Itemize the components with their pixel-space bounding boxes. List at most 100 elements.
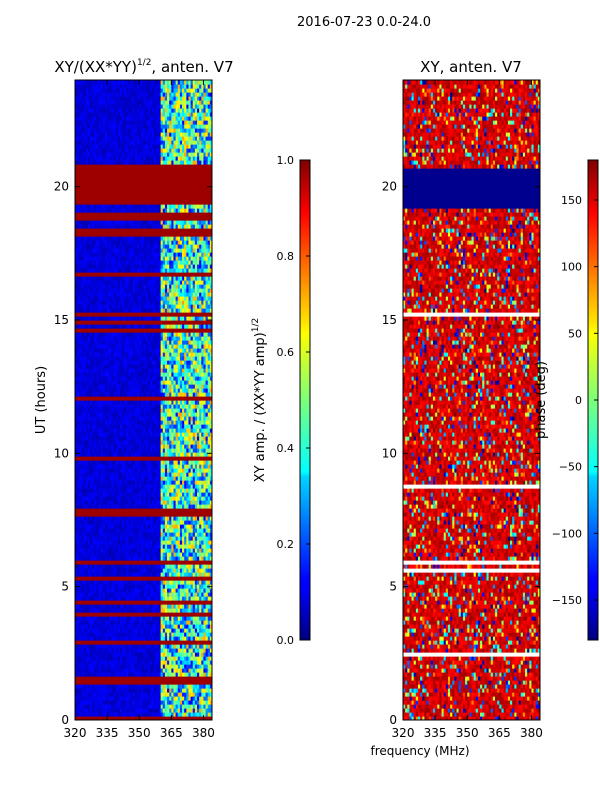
heatmap1-cell xyxy=(182,496,185,501)
heatmap1-cell xyxy=(100,460,104,465)
heatmap1-cell xyxy=(160,560,164,565)
heatmap1-cell xyxy=(111,628,115,633)
heatmap1-cell xyxy=(92,580,95,585)
heatmap1-cell xyxy=(122,548,125,553)
heatmap1-cell xyxy=(122,580,125,585)
heatmap1-cell xyxy=(192,524,196,529)
heatmap1-cell xyxy=(184,552,187,557)
heatmap1-cell xyxy=(197,420,200,425)
heatmap1-cell xyxy=(83,588,87,593)
heatmap1-cell xyxy=(162,484,166,489)
heatmap1-cell xyxy=(139,660,142,665)
heatmap1-cell xyxy=(186,672,190,677)
heatmap1-cell xyxy=(102,564,106,569)
heatmap1-cell xyxy=(98,584,102,589)
heatmap1-cell xyxy=(111,712,115,717)
heatmap1-cell xyxy=(175,436,179,441)
heatmap1-cell xyxy=(179,616,183,621)
heatmap1-cell xyxy=(139,464,142,469)
heatmap1-cell xyxy=(92,476,95,481)
heatmap1-cell xyxy=(137,588,140,593)
heatmap1-cell xyxy=(145,620,149,625)
heatmap1-cell xyxy=(188,528,192,533)
heatmap1-cell xyxy=(104,684,108,689)
heatmap1-cell xyxy=(104,516,108,521)
heatmap1-cell xyxy=(96,420,100,425)
heatmap1-cell xyxy=(162,568,166,573)
heatmap1-cell xyxy=(188,628,192,633)
heatmap1-cell xyxy=(119,692,123,697)
heatmap1-cell xyxy=(77,524,80,529)
heatmap1-cell xyxy=(152,440,155,445)
heatmap1-cell xyxy=(194,440,198,445)
heatmap1-cell xyxy=(89,684,93,689)
heatmap1-cell xyxy=(139,460,142,465)
heatmap1-cell xyxy=(141,652,145,657)
heatmap1-cell xyxy=(79,672,83,677)
heatmap1-cell xyxy=(96,624,100,629)
heatmap1-cell xyxy=(154,676,157,681)
heatmap1-cell xyxy=(188,696,192,701)
heatmap1-cell xyxy=(94,420,98,425)
heatmap1-cell xyxy=(188,664,192,669)
heatmap1-cell xyxy=(130,508,134,513)
heatmap1-cell xyxy=(104,692,108,697)
heatmap1-cell xyxy=(122,688,125,693)
heatmap1-cell xyxy=(169,644,172,649)
heatmap1-cell xyxy=(87,524,91,529)
heatmap1-cell xyxy=(192,704,196,709)
heatmap1-cell xyxy=(77,692,80,697)
heatmap1-cell xyxy=(152,652,155,657)
heatmap1-cell xyxy=(186,600,190,605)
heatmap1-cell xyxy=(182,568,185,573)
heatmap1-cell xyxy=(162,580,166,585)
heatmap1-cell xyxy=(75,656,78,661)
heatmap1-cell xyxy=(203,472,207,477)
heatmap1-cell xyxy=(75,456,78,461)
heatmap1-cell xyxy=(81,608,85,613)
heatmap1-cell xyxy=(188,636,192,641)
heatmap1-cell xyxy=(175,424,179,429)
heatmap1-cell xyxy=(179,704,183,709)
heatmap1-cell xyxy=(194,556,198,561)
heatmap1-cell xyxy=(192,476,196,481)
heatmap1-cell xyxy=(126,620,130,625)
heatmap1-cell xyxy=(109,616,112,621)
heatmap1-cell xyxy=(162,700,166,705)
heatmap1-cell xyxy=(192,668,196,673)
heatmap1-cell xyxy=(87,580,91,585)
heatmap1-cell xyxy=(203,464,207,469)
heatmap1-cell xyxy=(126,644,130,649)
heatmap1-cell xyxy=(147,588,151,593)
heatmap1-cell xyxy=(164,612,168,617)
heatmap1-cell xyxy=(96,524,100,529)
heatmap1-cell xyxy=(203,496,207,501)
heatmap1-cell xyxy=(162,420,166,425)
heatmap1-cell xyxy=(139,692,142,697)
heatmap1-cell xyxy=(192,696,196,701)
heatmap1-cell xyxy=(209,440,212,445)
heatmap1-cell xyxy=(139,696,142,701)
heatmap1-cell xyxy=(117,408,121,413)
heatmap1-cell xyxy=(147,464,151,469)
heatmap1-cell xyxy=(109,568,112,573)
heatmap1-cell xyxy=(188,540,192,545)
heatmap1-cell xyxy=(192,408,196,413)
heatmap1-cell xyxy=(190,468,194,473)
heatmap1-cell xyxy=(100,464,104,469)
heatmap1-cell xyxy=(132,676,136,681)
heatmap1-cell xyxy=(197,672,200,677)
heatmap1-cell xyxy=(201,572,205,577)
heatmap1-cell xyxy=(164,428,168,433)
heatmap1-cell xyxy=(190,692,194,697)
heatmap1-cell xyxy=(190,716,194,720)
heatmap1-cell xyxy=(156,632,160,637)
heatmap1-cell xyxy=(130,496,134,501)
heatmap1-cell xyxy=(182,480,185,485)
heatmap1-cell xyxy=(126,596,130,601)
heatmap1-cell xyxy=(132,428,136,433)
heatmap1-cell xyxy=(85,576,89,581)
heatmap1-cell xyxy=(167,664,170,669)
heatmap1-cell xyxy=(89,552,93,557)
heatmap1-cell xyxy=(173,696,177,701)
